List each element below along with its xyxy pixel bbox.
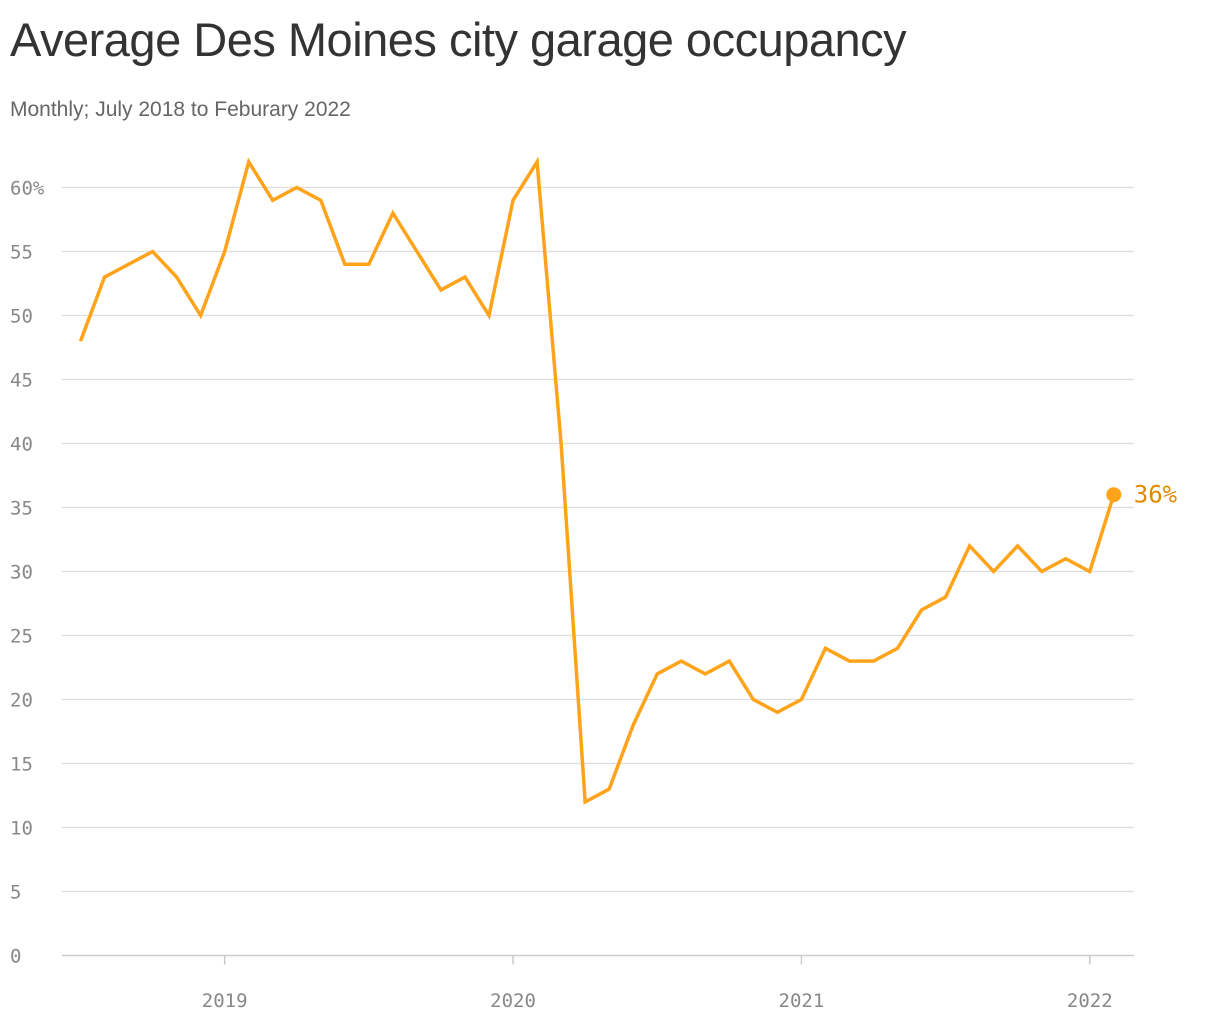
- y-tick-label: 0: [10, 946, 21, 968]
- y-tick-label: 55: [10, 242, 33, 264]
- y-tick-label: 45: [10, 370, 33, 392]
- y-tick-label: 10: [10, 818, 33, 840]
- y-tick-label: 5: [10, 882, 21, 904]
- x-tick-label: 2022: [1067, 990, 1113, 1012]
- grid-lines: [62, 186, 1134, 893]
- y-tick-label: 35: [10, 498, 33, 520]
- end-point-marker: [1106, 487, 1122, 503]
- end-marker-group: 36%: [1106, 481, 1178, 509]
- y-tick-label: 40: [10, 434, 33, 456]
- end-value-label: 36%: [1134, 481, 1178, 509]
- y-tick-label: 15: [10, 754, 33, 776]
- y-tick-label: 30: [10, 562, 33, 584]
- y-tick-label: 25: [10, 626, 33, 648]
- x-tick-label: 2020: [490, 990, 536, 1012]
- chart-title: Average Des Moines city garage occupancy: [10, 13, 907, 66]
- y-tick-label: 20: [10, 690, 33, 712]
- y-tick-label: 50: [10, 306, 33, 328]
- chart-subtitle: Monthly; July 2018 to Feburary 2022: [10, 98, 351, 121]
- x-tick-label: 2021: [779, 990, 825, 1012]
- y-tick-label: 60%: [10, 178, 45, 200]
- x-axis: 2019 2020 2021 2022: [62, 954, 1134, 1012]
- series-group: [78, 156, 1116, 805]
- y-axis-ticks: 0 5 10 15 20 25 30 35 40 45 50 55 60%: [10, 178, 45, 968]
- x-tick-label: 2019: [202, 990, 248, 1012]
- series-line: [78, 156, 1116, 805]
